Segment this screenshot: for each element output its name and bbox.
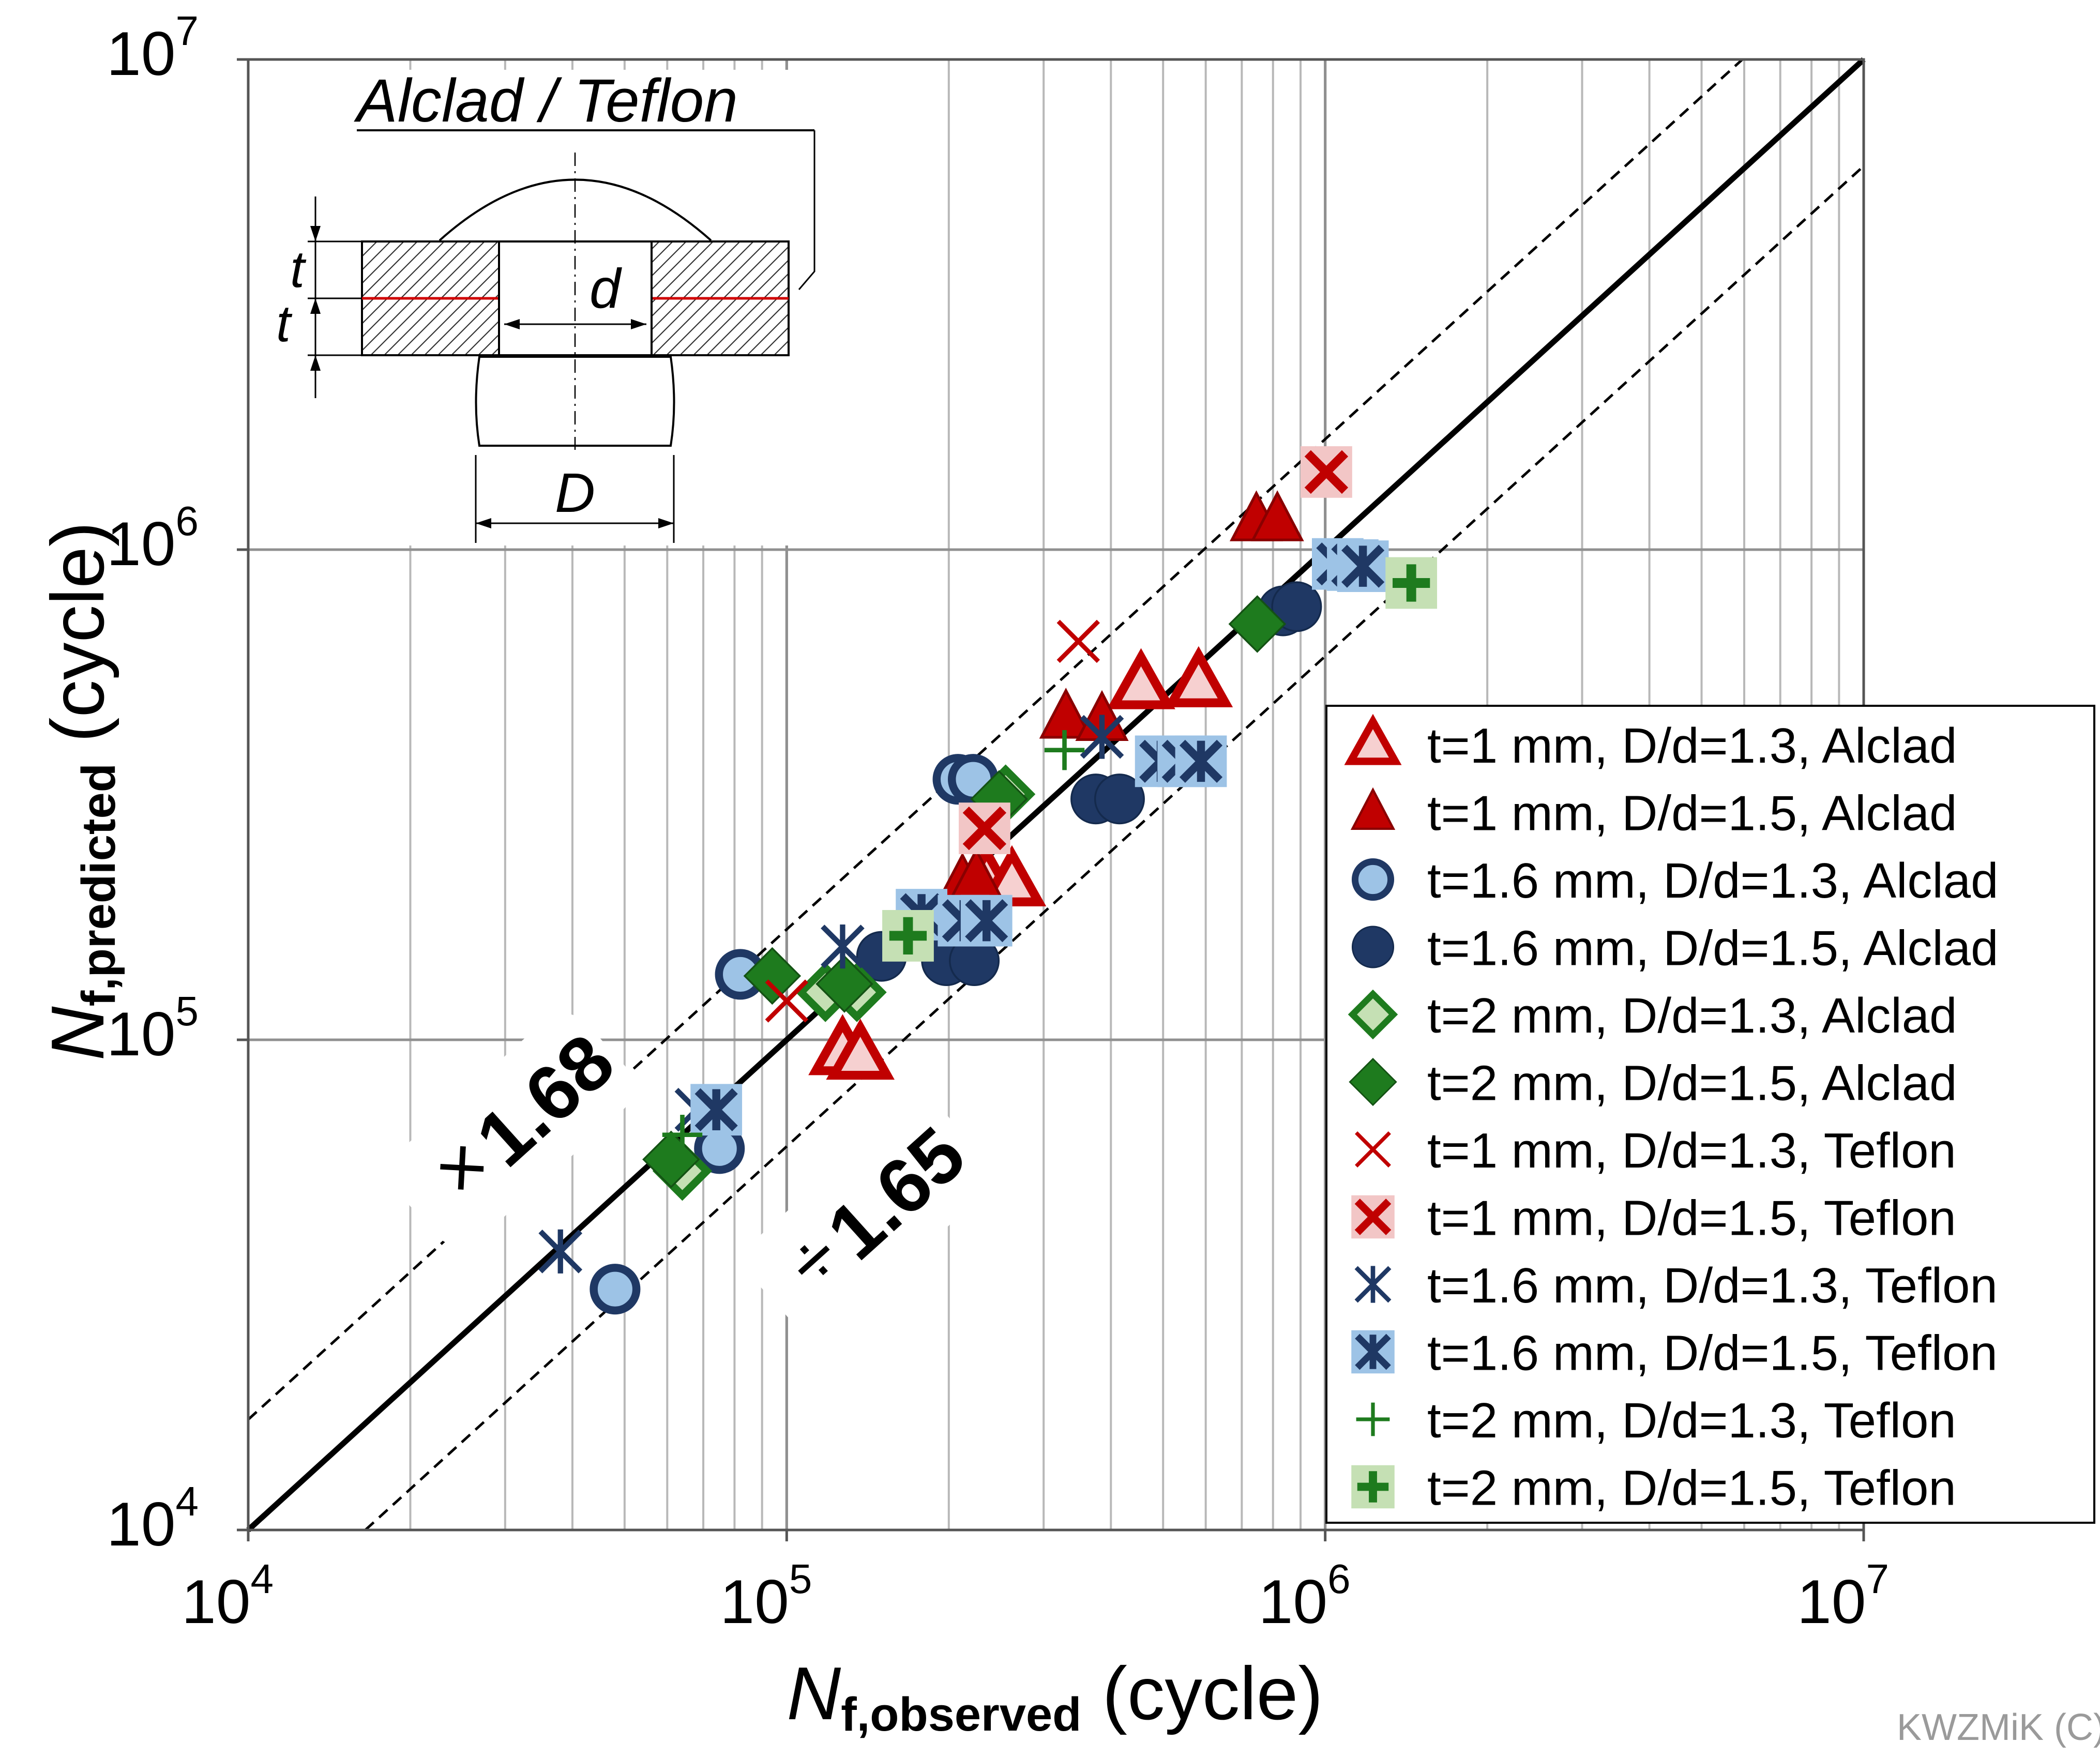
one-to-one-line xyxy=(246,57,1866,1533)
data-point xyxy=(821,925,865,969)
x-tick-label: 105 xyxy=(720,1556,812,1636)
legend-label: t=1 mm, D/d=1.5, Teflon xyxy=(1427,1191,1956,1246)
legend-entry: t=2 mm, D/d=1.3, Alclad xyxy=(1348,988,1957,1043)
legend-entry: t=1.6 mm, D/d=1.3, Alclad xyxy=(1351,853,1999,908)
data-points xyxy=(538,446,1438,1315)
data-point xyxy=(642,1130,700,1189)
legend-entry: t=2 mm, D/d=1.5, Alclad xyxy=(1349,1056,1957,1111)
data-point xyxy=(1228,595,1287,653)
legend-label: t=1.6 mm, D/d=1.3, Teflon xyxy=(1427,1258,1998,1313)
data-point xyxy=(1107,648,1175,709)
legend-marker xyxy=(1351,1195,1395,1239)
legend-entry: t=1 mm, D/d=1.3, Teflon xyxy=(1355,1123,1956,1178)
x-tick-label: 104 xyxy=(182,1556,274,1636)
legend-entry: t=2 mm, D/d=1.3, Teflon xyxy=(1356,1393,1956,1448)
legend-label: t=1 mm, D/d=1.5, Alclad xyxy=(1427,786,1957,841)
legend-marker xyxy=(1351,1330,1395,1374)
legend: t=1 mm, D/d=1.3, Alclad t=1 mm, D/d=1.5, … xyxy=(1325,705,2095,1524)
data-point xyxy=(1385,557,1438,609)
watermark: KWZMiK (C) xyxy=(1897,1707,2100,1748)
data-point xyxy=(1056,619,1100,663)
legend-label: t=1.6 mm, D/d=1.5, Alclad xyxy=(1427,921,1999,976)
legend-marker xyxy=(1348,989,1398,1040)
legend-marker xyxy=(1349,1057,1397,1107)
legend-entry: t=1 mm, D/d=1.3, Alclad xyxy=(1344,714,1957,774)
legend-label: t=2 mm, D/d=1.3, Teflon xyxy=(1427,1393,1956,1448)
y-tick-label: 105 xyxy=(107,988,199,1069)
data-point xyxy=(1337,540,1389,592)
legend-label: t=1 mm, D/d=1.3, Teflon xyxy=(1427,1123,1956,1178)
legend-entry: t=1.6 mm, D/d=1.5, Teflon xyxy=(1351,1326,1998,1381)
data-point xyxy=(538,1229,583,1274)
legend-entry: t=1.6 mm, D/d=1.3, Teflon xyxy=(1354,1258,1998,1313)
inset-label-d: d xyxy=(590,257,622,320)
legend-marker xyxy=(1351,926,1395,968)
y-tick-label: 106 xyxy=(107,498,199,579)
data-point xyxy=(743,947,802,1005)
series-plus xyxy=(662,730,1085,1155)
data-point xyxy=(1080,715,1124,759)
inset-label-D: D xyxy=(555,461,595,524)
legend-label: t=2 mm, D/d=1.5, Teflon xyxy=(1427,1461,1956,1516)
data-point xyxy=(1094,774,1145,825)
data-point xyxy=(882,910,934,962)
inset-label-t-lower: t xyxy=(276,295,293,353)
series-x xyxy=(765,619,1100,1023)
legend-label: t=1 mm, D/d=1.3, Alclad xyxy=(1427,718,1957,774)
legend-entry: t=2 mm, D/d=1.5, Teflon xyxy=(1351,1461,1956,1516)
data-point xyxy=(1164,646,1233,707)
legend-entry: t=1.6 mm, D/d=1.5, Alclad xyxy=(1351,921,1999,976)
legend-marker xyxy=(1356,1402,1390,1436)
legend-marker xyxy=(1351,858,1395,901)
inset-title: Alclad / Teflon xyxy=(354,67,738,135)
y-axis-label: Nf,predicted (cycle) xyxy=(36,522,125,1060)
data-point xyxy=(590,1264,641,1315)
legend-entry: t=1 mm, D/d=1.5, Teflon xyxy=(1351,1191,1956,1246)
data-point xyxy=(1175,735,1227,787)
legend-label: t=1.6 mm, D/d=1.3, Alclad xyxy=(1427,853,1999,908)
x-tick-label: 107 xyxy=(1797,1556,1889,1636)
data-point xyxy=(958,802,1010,854)
series-circle-filled xyxy=(856,581,1322,987)
data-point xyxy=(1250,490,1304,541)
data-point xyxy=(1271,581,1322,632)
data-point xyxy=(826,1018,895,1080)
x-tick-label: 106 xyxy=(1259,1556,1351,1636)
tick-labels: 104 105 106 107 104 105 106 107 xyxy=(107,8,1889,1636)
y-tick-label: 107 xyxy=(107,8,199,88)
legend-entry: t=1 mm, D/d=1.5, Alclad xyxy=(1350,786,1957,841)
y-tick-label: 104 xyxy=(107,1478,199,1559)
legend-marker xyxy=(1351,1465,1395,1509)
legend-label: t=2 mm, D/d=1.3, Alclad xyxy=(1427,988,1957,1043)
legend-label: t=2 mm, D/d=1.5, Alclad xyxy=(1427,1056,1957,1111)
x-axis-label: Nf,observed (cycle) xyxy=(787,1651,1323,1741)
data-point xyxy=(960,895,1013,947)
legend-marker xyxy=(1355,1131,1391,1168)
legend-label: t=1.6 mm, D/d=1.5, Teflon xyxy=(1427,1326,1998,1381)
data-point xyxy=(1301,446,1352,498)
legend-marker xyxy=(1350,787,1396,830)
data-point xyxy=(690,1084,743,1136)
data-point xyxy=(662,1115,703,1155)
legend-marker xyxy=(1354,1266,1392,1303)
series-diamond-filled xyxy=(642,595,1287,1189)
data-point xyxy=(815,955,873,1013)
series-plus-boxed xyxy=(882,557,1438,962)
rivet-joint-schematic: Alclad / Teflon d t t xyxy=(269,67,833,545)
data-point xyxy=(765,979,809,1023)
inset-label-t-upper: t xyxy=(290,240,307,298)
data-point xyxy=(1044,730,1085,770)
series-x-boxed xyxy=(958,446,1352,854)
legend-marker xyxy=(1344,714,1402,765)
